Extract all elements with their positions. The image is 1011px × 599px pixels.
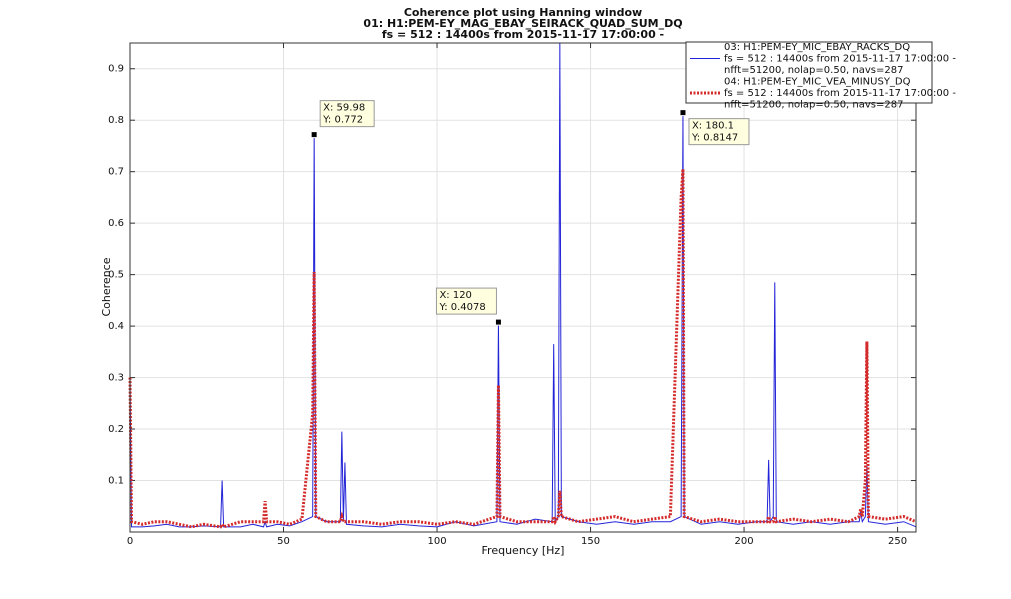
x-tick-label: 250 [888,536,907,547]
legend-label: 04: H1:PEM-EY_MIC_VEA_MINUSY_DQ [724,77,911,88]
y-tick-label: 0.1 [108,476,124,487]
datatip-label: X: 180.1 [692,121,734,132]
y-tick-label: 0.2 [108,424,124,435]
datatip-label: X: 59.98 [323,103,365,114]
y-axis-label: Coherence [100,257,113,316]
datatip-label: X: 120 [439,290,472,301]
datatip-box [688,118,750,146]
x-tick-label: 0 [127,536,133,547]
plot-area [130,43,916,532]
axes-box [129,42,917,533]
legend-label: nfft=51200, nolap=0.50, navs=287 [724,65,903,76]
x-tick-label: 50 [277,536,290,547]
chart-title: 01: H1:PEM-EY_MAG_EBAY_SEIRACK_QUAD_SUM_… [363,17,682,30]
datatip-marker [494,318,502,326]
legend-label: nfft=51200, nolap=0.50, navs=287 [724,100,903,111]
y-tick-label: 0.7 [108,167,124,178]
y-tick-label: 0.4 [108,321,124,332]
datatip-marker [679,109,687,117]
legend-label: 03: H1:PEM-EY_MIC_EBAY_RACKS_DQ [724,42,910,53]
datatip-box [319,100,375,128]
x-tick-label: 100 [427,536,446,547]
datatip-marker [310,131,318,139]
legend-box [685,41,933,104]
y-tick-label: 0.3 [108,373,124,384]
chart-title: fs = 512 : 14400s from 2015-11-17 17:00:… [382,28,664,41]
y-tick-label: 0.8 [108,115,124,126]
y-tick-label: 0.6 [108,218,124,229]
datatip-label: Y: 0.4078 [438,302,485,313]
y-tick-label: 0.9 [108,64,124,75]
series-line [128,169,917,529]
x-axis-label: Frequency [Hz] [482,544,565,557]
x-tick-label: 200 [735,536,754,547]
y-tick-label: 0.5 [108,270,124,281]
chart-title: Coherence plot using Hanning window [404,6,642,19]
legend-label: fs = 512 : 14400s from 2015-11-17 17:00:… [724,54,956,65]
datatip-box [435,287,497,315]
datatip-label: Y: 0.772 [322,115,363,126]
legend-label: fs = 512 : 14400s from 2015-11-17 17:00:… [724,88,956,99]
x-tick-label: 150 [581,536,600,547]
datatip-label: Y: 0.8147 [691,133,738,144]
